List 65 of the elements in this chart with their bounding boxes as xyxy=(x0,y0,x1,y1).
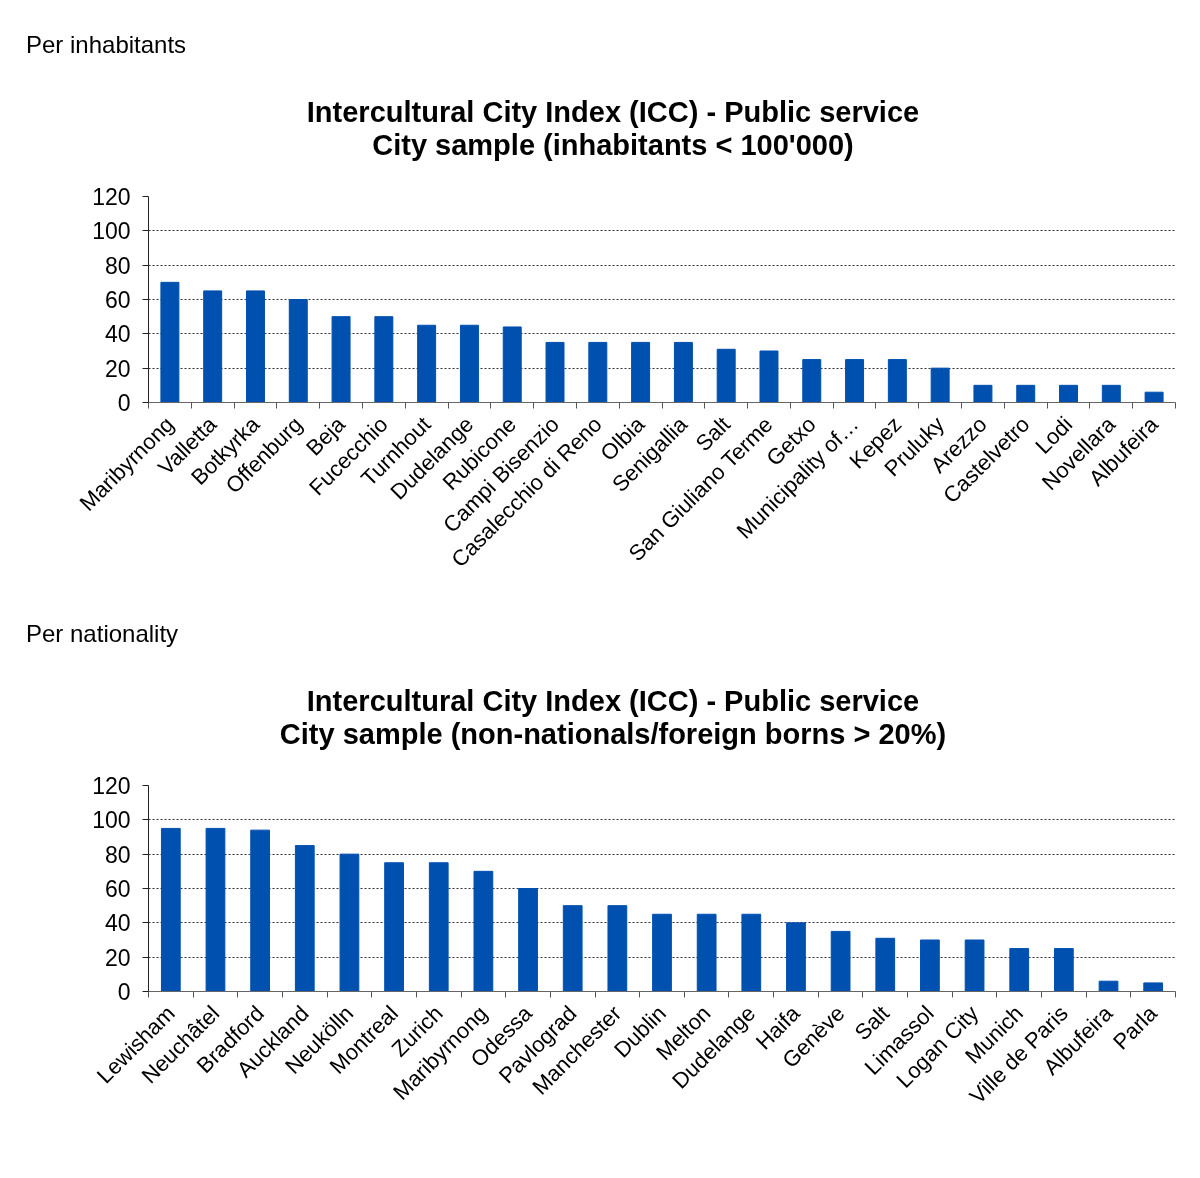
y-tick-label: 0 xyxy=(117,390,131,416)
bar xyxy=(716,348,736,403)
bar xyxy=(1053,948,1074,992)
y-tick-label: 100 xyxy=(92,807,131,834)
bar xyxy=(930,367,950,403)
bar xyxy=(459,324,479,403)
y-tick-label: 80 xyxy=(104,252,131,279)
bar xyxy=(607,905,628,992)
y-tick-label: 120 xyxy=(92,773,131,799)
bar xyxy=(1059,384,1079,403)
bar xyxy=(339,853,360,992)
bar xyxy=(1009,948,1030,992)
bar xyxy=(160,827,181,992)
bar xyxy=(294,845,315,992)
bar xyxy=(331,316,351,403)
chart-title: Intercultural City Index (ICC) - Public service City sample (inhabitants < 100'000) xyxy=(306,96,920,162)
text: Per inhabitants xyxy=(26,31,187,59)
bar xyxy=(786,922,806,992)
text: Per nationality xyxy=(26,620,179,648)
y-tick-label: 60 xyxy=(104,287,131,313)
y-tick-label: 0 xyxy=(117,979,131,1005)
bar xyxy=(502,326,522,403)
bar xyxy=(964,939,985,992)
bar xyxy=(631,341,651,403)
y-tick-label: 20 xyxy=(104,355,131,382)
bar xyxy=(802,359,822,403)
bar xyxy=(384,862,404,992)
bar xyxy=(673,341,693,403)
bar xyxy=(562,905,583,992)
bar xyxy=(245,290,265,403)
bar xyxy=(759,350,779,403)
bar xyxy=(518,888,538,992)
bar xyxy=(288,299,308,403)
bar xyxy=(741,913,762,992)
chart-title: Intercultural City Index (ICC) - Public service City sample (non-nationals/foreign borns > 20%) xyxy=(279,685,947,751)
bar xyxy=(845,359,865,403)
bar xyxy=(973,384,993,403)
bar xyxy=(250,829,271,992)
y-tick-label: 80 xyxy=(104,841,131,868)
bar xyxy=(1016,384,1036,403)
y-tick-label: 60 xyxy=(104,876,131,902)
bar xyxy=(374,316,394,403)
bar xyxy=(205,827,226,992)
bar xyxy=(1143,982,1164,992)
y-tick-label: 100 xyxy=(92,218,131,245)
bar xyxy=(830,930,851,992)
y-tick-label: 40 xyxy=(104,910,131,937)
bar xyxy=(875,937,896,992)
bar xyxy=(652,913,672,992)
bar xyxy=(1098,980,1119,992)
bar xyxy=(545,341,565,403)
bar xyxy=(417,324,437,403)
y-tick-label: 20 xyxy=(104,944,131,971)
bar xyxy=(1101,384,1121,403)
y-tick-label: 40 xyxy=(104,321,131,348)
bar xyxy=(887,359,907,403)
bar xyxy=(203,290,223,403)
bar xyxy=(588,341,608,403)
bar xyxy=(920,939,940,992)
y-tick-label: 120 xyxy=(92,184,131,210)
bar xyxy=(1144,391,1164,403)
bar xyxy=(473,870,494,992)
bar xyxy=(160,281,180,403)
bar xyxy=(428,862,449,992)
bar xyxy=(696,913,717,992)
